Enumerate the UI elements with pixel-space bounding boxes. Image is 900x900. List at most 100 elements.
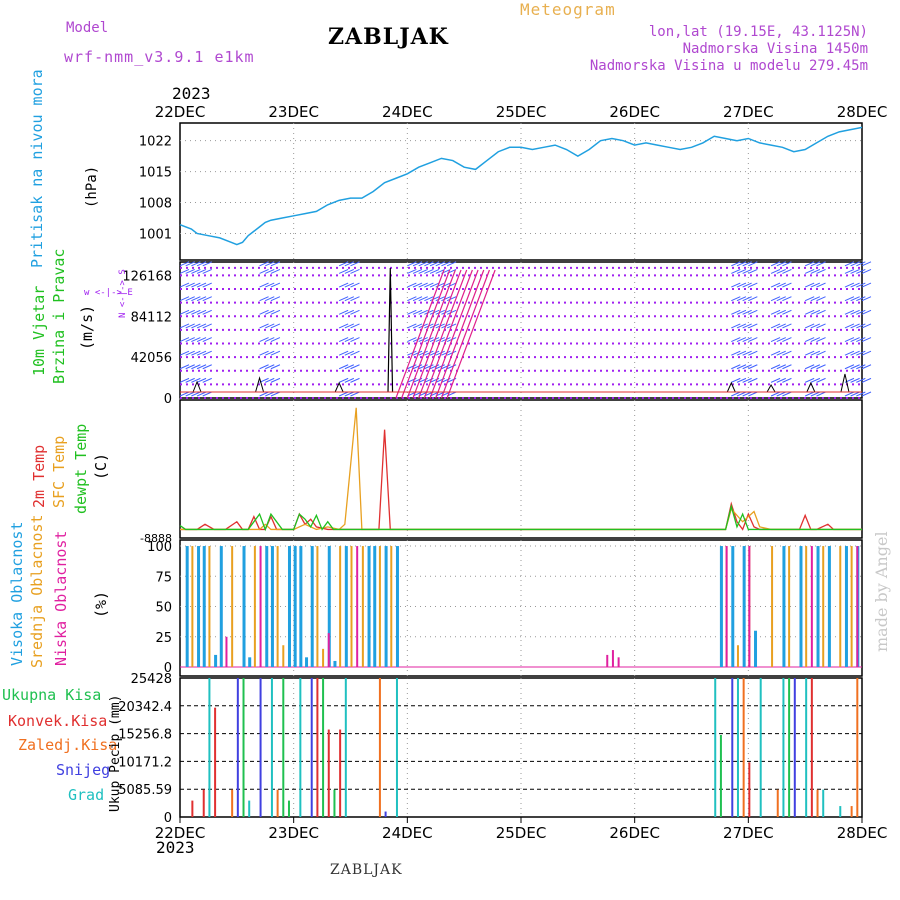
cloud-bar [725,546,728,667]
wind-barb [350,337,360,342]
wind-barb [861,296,872,302]
wind-barb [344,282,355,288]
wind-speed-mark [255,376,265,393]
wind-barb [350,323,360,329]
wind-speed-spike [387,267,394,393]
wind-barb [270,282,281,288]
wind-barb [418,309,428,315]
wind-barb [861,377,872,383]
wind-barb [776,364,786,370]
wind-barb [810,261,821,267]
wind-barb [191,261,201,267]
top-date-tick: 23DEC [268,103,319,121]
wind-barb [816,391,826,397]
wind-barb [191,323,201,329]
wind-barb [804,296,815,302]
wind-barb [782,391,792,397]
wind-barb [344,337,355,342]
wind-barb [259,391,269,397]
wind-barb [265,268,275,274]
wind-barb [446,296,457,302]
cloud-bar [344,546,348,667]
wind-barb [191,377,201,383]
wind-compass-ew: w <-|-> E [84,288,133,298]
cloud-bar [299,546,303,667]
wind-barb [265,377,275,383]
precip-bar [191,800,194,817]
precip-ytick: 20342.4 [118,700,172,715]
wind-barb [731,268,741,274]
model-elevation: Nadmorska Visina u modelu 279.45m [589,58,868,74]
wind-barb [424,282,434,288]
precip-bar [231,789,234,817]
wind-barb [850,309,860,315]
wind-barb [861,282,872,288]
wind-barb [429,261,440,267]
cloud-bar [736,645,739,667]
wind-barb [731,337,741,342]
wind-barb [191,296,201,302]
wind-barb [179,309,190,315]
precip-bar [776,789,779,817]
cloud-ytick: 50 [155,601,172,616]
wind-barb [856,391,866,397]
bottom-date-tick: 24DEC [382,824,433,842]
temp-dewpt-label: dewpt Temp [72,423,90,514]
wind-barb [407,337,417,342]
wind-barb [770,337,781,342]
wind-barb [259,282,269,288]
wind-barb [202,282,212,288]
cloud-bar [617,657,620,667]
cloud-bar [788,546,791,667]
wind-barb [338,309,349,315]
cloud-bar [333,660,337,667]
temp-series-2 [179,503,862,532]
wind-barb [844,309,855,315]
wind-barb [265,337,275,342]
wind-barb [748,391,758,397]
wind-barb [350,282,360,288]
wind-barb [748,337,758,342]
pressure-ytick: 1008 [139,197,172,212]
bottom-date-tick: 22DEC [155,824,206,842]
wind-barb [844,282,855,288]
wind-barb [407,282,417,288]
wind-barb [270,391,281,397]
wind-barb [810,296,821,302]
wind-barb [435,364,445,370]
cloud-bar [822,546,825,667]
cloud-bar [270,546,274,667]
wind-barb [265,350,275,356]
wind-barb [856,268,866,274]
wind-barb [804,377,815,383]
wind-barb [196,261,207,267]
wind-barb [407,364,417,370]
wind-barb [350,350,360,356]
wind-barb [861,350,872,356]
pressure-ytick: 1015 [139,166,172,181]
wind-barb [265,323,275,329]
wind-barb [782,309,792,315]
wind-barb [816,309,826,315]
wind-barb [816,261,826,267]
wind-barb [179,268,190,274]
wind-barb [776,337,786,342]
precip-bar [202,789,205,817]
cloud-bar [191,546,194,667]
wind-barb [435,296,445,302]
wind-barb [424,364,434,370]
wind-barb [350,296,360,302]
wind-barb [804,337,815,342]
cloud-bar [395,546,399,667]
wind-barb [424,268,434,274]
wind-barb [338,350,349,356]
precip-bar [731,678,734,817]
top-date-tick: 22DEC [155,103,206,121]
wind-barb [816,377,826,383]
wind-barb [816,282,826,288]
wind-barb [816,364,826,370]
wind-barb [731,323,741,329]
wind-barb [270,350,281,356]
precip-bar [276,789,279,817]
wind-arrow [423,269,473,399]
